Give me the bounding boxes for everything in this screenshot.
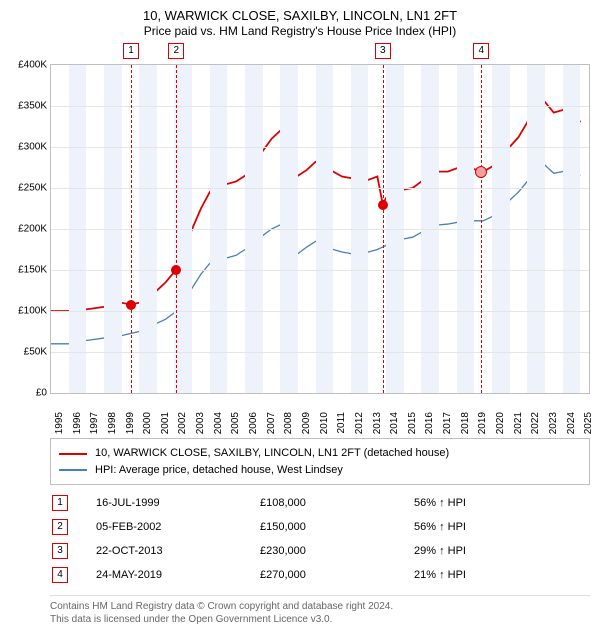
x-axis-label: 2005 <box>230 412 241 434</box>
x-axis-label: 2020 <box>495 412 506 434</box>
x-axis-label: 2017 <box>442 412 453 434</box>
x-axis-label: 2001 <box>160 412 171 434</box>
x-axis-label: 2015 <box>407 412 418 434</box>
event-date: 05-FEB-2002 <box>94 515 258 539</box>
footer: Contains HM Land Registry data © Crown c… <box>50 595 590 626</box>
sale-marker-line <box>131 65 132 393</box>
sale-marker-line <box>481 65 482 393</box>
y-axis-label: £150K <box>11 265 47 276</box>
title-line2: Price paid vs. HM Land Registry's House … <box>10 24 590 38</box>
y-axis-label: £350K <box>11 101 47 112</box>
sale-marker-badge: 4 <box>473 43 489 59</box>
legend-row-red: 10, WARWICK CLOSE, SAXILBY, LINCOLN, LN1… <box>59 445 581 462</box>
y-axis-label: £200K <box>11 224 47 235</box>
x-axis-label: 2016 <box>424 412 435 434</box>
x-axis-label: 2013 <box>372 412 383 434</box>
sale-marker-badge: 2 <box>168 43 184 59</box>
x-axis-label: 2007 <box>266 412 277 434</box>
x-axis-label: 2006 <box>248 412 259 434</box>
event-badge: 2 <box>52 519 68 535</box>
y-axis-label: £400K <box>11 60 47 71</box>
x-axis-label: 1999 <box>125 412 136 434</box>
event-row: 2 05-FEB-2002£150,00056% ↑ HPI <box>50 515 590 539</box>
legend-swatch-blue <box>59 469 87 471</box>
sale-marker-point <box>171 265 181 275</box>
x-axis-label: 2004 <box>213 412 224 434</box>
legend-label-blue: HPI: Average price, detached house, West… <box>95 462 343 479</box>
x-axis-label: 1998 <box>107 412 118 434</box>
x-axis-label: 2018 <box>460 412 471 434</box>
y-axis-label: £300K <box>11 142 47 153</box>
x-axis-label: 2008 <box>283 412 294 434</box>
event-price: £230,000 <box>258 539 412 563</box>
x-axis-label: 2014 <box>389 412 400 434</box>
x-axis-label: 2002 <box>177 412 188 434</box>
x-axis-label: 1995 <box>54 412 65 434</box>
x-axis-label: 2012 <box>354 412 365 434</box>
x-axis-label: 2010 <box>319 412 330 434</box>
x-axis-label: 2011 <box>336 412 347 434</box>
sale-marker-line <box>176 65 177 393</box>
legend-row-blue: HPI: Average price, detached house, West… <box>59 462 581 479</box>
x-axis-label: 2000 <box>142 412 153 434</box>
legend-swatch-red <box>59 453 87 455</box>
y-axis-label: £100K <box>11 306 47 317</box>
legend-box: 10, WARWICK CLOSE, SAXILBY, LINCOLN, LN1… <box>50 438 590 485</box>
sale-marker-badge: 3 <box>375 43 391 59</box>
events-table: 1 16-JUL-1999£108,00056% ↑ HPI 2 05-FEB-200… <box>50 491 590 587</box>
x-axis-label: 2024 <box>566 412 577 434</box>
legend-label-red: 10, WARWICK CLOSE, SAXILBY, LINCOLN, LN1… <box>95 445 449 462</box>
event-delta: 29% ↑ HPI <box>412 539 590 563</box>
event-price: £150,000 <box>258 515 412 539</box>
x-axis-label: 1996 <box>72 412 83 434</box>
x-axis-label: 2021 <box>513 412 524 434</box>
chart-container: 10, WARWICK CLOSE, SAXILBY, LINCOLN, LN1… <box>0 0 600 620</box>
event-delta: 21% ↑ HPI <box>412 563 590 587</box>
y-axis-label: £0 <box>11 388 47 399</box>
plot-outer: £0£50K£100K£150K£200K£250K£300K£350K£400… <box>50 42 582 428</box>
event-row: 4 24-MAY-2019£270,00021% ↑ HPI <box>50 563 590 587</box>
sale-marker-point <box>378 200 388 210</box>
event-date: 22-OCT-2013 <box>94 539 258 563</box>
x-axis-label: 2019 <box>477 412 488 434</box>
event-date: 24-MAY-2019 <box>94 563 258 587</box>
event-price: £270,000 <box>258 563 412 587</box>
x-axis-label: 1997 <box>89 412 100 434</box>
x-axis-label: 2009 <box>301 412 312 434</box>
sale-marker-line <box>383 65 384 393</box>
sale-marker-point <box>475 166 487 178</box>
y-axis-label: £50K <box>11 347 47 358</box>
sale-marker-point <box>126 300 136 310</box>
x-axis-label: 2025 <box>583 412 594 434</box>
sale-marker-badge: 1 <box>123 43 139 59</box>
y-axis-label: £250K <box>11 183 47 194</box>
footer-line1: Contains HM Land Registry data © Crown c… <box>50 601 393 612</box>
x-axis-label: 2022 <box>530 412 541 434</box>
event-row: 1 16-JUL-1999£108,00056% ↑ HPI <box>50 491 590 515</box>
title-line1: 10, WARWICK CLOSE, SAXILBY, LINCOLN, LN1… <box>10 8 590 24</box>
event-row: 3 22-OCT-2013£230,00029% ↑ HPI <box>50 539 590 563</box>
chart-plot: £0£50K£100K£150K£200K£250K£300K£350K£400… <box>50 64 590 394</box>
event-badge: 4 <box>52 567 68 583</box>
x-axis-label: 2003 <box>195 412 206 434</box>
event-badge: 3 <box>52 543 68 559</box>
event-delta: 56% ↑ HPI <box>412 491 590 515</box>
event-delta: 56% ↑ HPI <box>412 515 590 539</box>
event-price: £108,000 <box>258 491 412 515</box>
event-badge: 1 <box>52 495 68 511</box>
x-axis-label: 2023 <box>548 412 559 434</box>
event-date: 16-JUL-1999 <box>94 491 258 515</box>
